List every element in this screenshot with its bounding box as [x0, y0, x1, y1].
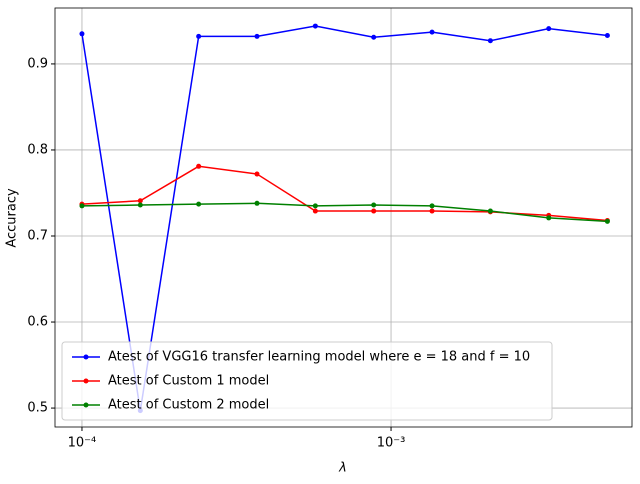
- data-point: [371, 208, 377, 214]
- data-point: [137, 202, 143, 208]
- data-point: [254, 171, 260, 177]
- data-point: [196, 201, 202, 207]
- series-line: [81, 165, 608, 222]
- x-axis-label: λ: [338, 461, 347, 476]
- y-axis-label: Accuracy: [5, 188, 20, 248]
- data-point: [487, 208, 493, 214]
- data-point: [312, 23, 318, 29]
- data-point: [312, 203, 318, 209]
- legend: Atest of VGG16 transfer learning model w…: [61, 341, 553, 421]
- data-point: [79, 203, 85, 209]
- series-line: [81, 25, 608, 411]
- data-point: [604, 218, 610, 224]
- y-tick-label: 0.7: [27, 228, 48, 243]
- legend-label: Atest of Custom 2 model: [108, 398, 269, 413]
- legend-marker: [83, 402, 89, 408]
- legend-marker: [83, 354, 89, 360]
- data-point: [371, 34, 377, 40]
- legend-label: Atest of Custom 1 model: [108, 374, 269, 389]
- data-point: [429, 29, 435, 35]
- data-point: [546, 26, 552, 32]
- x-tick-label: 10⁻⁴: [68, 436, 97, 451]
- y-tick-label: 0.9: [27, 56, 48, 71]
- data-point: [429, 203, 435, 209]
- y-tick-label: 0.6: [27, 315, 48, 330]
- y-tick-label: 0.5: [27, 401, 48, 416]
- x-tick-label: 10⁻³: [377, 436, 406, 451]
- data-point: [429, 208, 435, 214]
- data-point: [196, 163, 202, 169]
- legend-marker: [83, 378, 89, 384]
- data-point: [254, 200, 260, 206]
- legend-label: Atest of VGG16 transfer learning model w…: [108, 350, 530, 365]
- plot-frame: [54, 7, 633, 428]
- data-point: [79, 31, 85, 37]
- data-point: [604, 33, 610, 39]
- data-point: [254, 33, 260, 39]
- legend-box: [61, 341, 553, 421]
- data-point: [196, 33, 202, 39]
- data-point: [371, 202, 377, 208]
- data-point: [487, 38, 493, 44]
- y-tick-label: 0.8: [27, 142, 48, 157]
- data-point: [546, 215, 552, 221]
- series-line: [81, 202, 608, 223]
- data-point: [312, 208, 318, 214]
- data-point: [137, 198, 143, 204]
